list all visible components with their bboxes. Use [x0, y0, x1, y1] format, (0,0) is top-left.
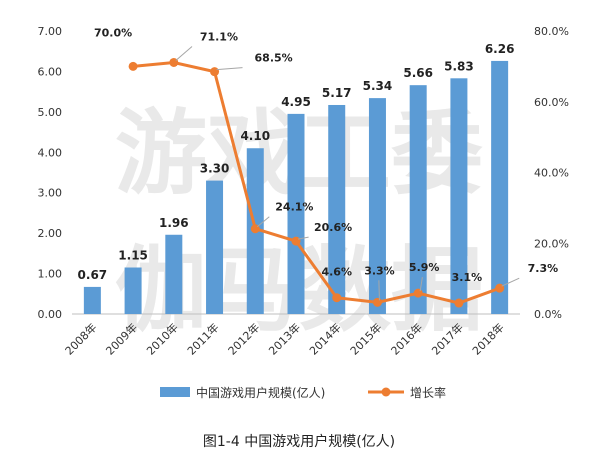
- y-left-tick-label: 3.00: [38, 187, 63, 200]
- bar: [491, 60, 509, 314]
- y-right-tick-label: 20.0%: [534, 237, 569, 250]
- y-right-tick-label: 0.0%: [534, 308, 562, 321]
- line-value-label: 70.0%: [94, 26, 132, 39]
- label-leader-line: [419, 277, 423, 292]
- figure-caption: 图1-4 中国游戏用户规模(亿人): [203, 433, 395, 450]
- line-value-label: 71.1%: [200, 30, 238, 43]
- bar-value-label: 1.15: [118, 249, 148, 263]
- bar: [328, 104, 346, 314]
- bar-value-label: 5.83: [444, 59, 474, 73]
- y-right-tick-label: 80.0%: [534, 25, 569, 38]
- label-leader-line: [256, 216, 270, 228]
- bar-value-label: 5.34: [363, 79, 393, 93]
- bar-value-label: 5.66: [403, 66, 433, 80]
- bar: [165, 234, 183, 314]
- bar-series: [83, 60, 509, 315]
- y-right-tick-label: 40.0%: [534, 167, 569, 180]
- y-right-tick-label: 60.0%: [534, 96, 569, 109]
- bar: [409, 85, 427, 314]
- bar: [124, 267, 142, 314]
- line-value-label: 5.9%: [409, 261, 440, 274]
- line-value-label: 24.1%: [275, 201, 313, 214]
- bar: [206, 180, 224, 314]
- line-value-label: 7.3%: [528, 262, 559, 275]
- line-value-label: 20.6%: [314, 221, 352, 234]
- bar: [450, 78, 468, 315]
- label-leader-line: [378, 280, 380, 301]
- line-point: [332, 293, 342, 303]
- y-left-tick-label: 2.00: [38, 227, 63, 240]
- bar-value-label: 6.26: [485, 42, 515, 56]
- x-tick-label: 2008年: [62, 320, 99, 357]
- y-left-tick-label: 6.00: [38, 65, 63, 78]
- line-point: [413, 288, 423, 298]
- bar: [83, 286, 101, 314]
- bar-value-label: 4.10: [240, 129, 270, 143]
- label-leader-line: [175, 46, 193, 61]
- line-value-label: 4.6%: [321, 266, 352, 279]
- line-point: [372, 297, 382, 307]
- legend-label: 中国游戏用户规模(亿人): [196, 385, 325, 400]
- line-value-label: 3.3%: [364, 264, 395, 277]
- bar-value-label: 5.17: [322, 86, 352, 100]
- bar: [368, 98, 386, 315]
- bar-value-label: 0.67: [78, 268, 108, 282]
- label-leader-line: [216, 67, 243, 71]
- y-left-tick-label: 1.00: [38, 268, 63, 281]
- bar-value-label: 1.96: [159, 216, 189, 230]
- growth-rate-line: [132, 60, 501, 305]
- y-left-tick-label: 4.00: [38, 146, 63, 159]
- bar-value-label: 3.30: [200, 162, 230, 176]
- line-value-label: 68.5%: [255, 52, 293, 65]
- label-leader-line: [297, 236, 309, 240]
- line-point: [128, 61, 138, 71]
- line-value-label: 3.1%: [452, 271, 483, 284]
- line-point: [495, 283, 505, 293]
- y-left-tick-label: 7.00: [38, 25, 63, 38]
- line-point: [454, 298, 464, 308]
- bar: [287, 113, 305, 314]
- label-leader-line: [501, 277, 520, 287]
- legend: 中国游戏用户规模(亿人) 增长率: [160, 385, 446, 400]
- y-left-tick-label: 5.00: [38, 106, 63, 119]
- legend-swatch-bar: [160, 387, 190, 397]
- line-point: [210, 67, 220, 77]
- data-labels: 0.67 1.15 1.96 3.30 4.10 4.95 5.17 5.34 5.66 5.83…: [78, 26, 559, 301]
- y-left-tick-label: 0.00: [38, 308, 63, 321]
- bar-value-label: 4.95: [281, 95, 311, 109]
- line-point: [291, 236, 301, 246]
- legend-marker: [381, 387, 391, 397]
- legend-label: 增长率: [410, 385, 446, 400]
